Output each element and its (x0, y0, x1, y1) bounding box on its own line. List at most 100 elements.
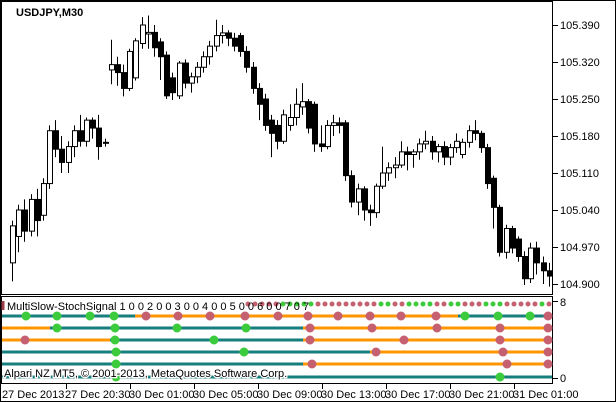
candle (115, 64, 121, 74)
trend-dot (336, 301, 342, 307)
candle (257, 87, 263, 105)
candle (362, 188, 368, 211)
trend-dot (476, 301, 482, 307)
time-tick-label: 30 Dec 01:00 (129, 389, 194, 401)
candle (393, 164, 399, 169)
candle (479, 132, 485, 149)
candle (41, 183, 47, 216)
candle (78, 130, 84, 142)
signal-dot-red (173, 311, 183, 321)
candle (436, 146, 442, 153)
signal-dot-red (543, 359, 553, 369)
candle (399, 151, 405, 166)
candle (349, 175, 355, 203)
time-tick-label: 30 Dec 21:00 (449, 389, 514, 401)
candle (232, 37, 238, 47)
signal-dot-red (396, 311, 406, 321)
candle (522, 256, 528, 280)
symbol-title: USDJPY,M30 (16, 7, 83, 19)
signal-dot-red (543, 323, 553, 333)
candle (66, 146, 72, 163)
candle (534, 247, 540, 264)
candle (319, 143, 325, 148)
trend-dot (518, 301, 524, 307)
price-tick-label: 105.110 (560, 168, 599, 180)
time-tick-label: 27 Dec 20:30 (65, 389, 130, 401)
signal-dot-red (367, 323, 377, 333)
candle (275, 124, 281, 142)
signal-dot-green (495, 372, 505, 382)
candle (460, 141, 466, 155)
signal-dot-red (141, 311, 151, 321)
signal-dot-green (85, 311, 95, 321)
indicator-grip-icon[interactable] (1, 301, 5, 310)
signal-dot-green (460, 311, 470, 321)
trend-dot (525, 301, 531, 307)
candle (485, 147, 491, 185)
candle (84, 119, 90, 142)
candle (473, 130, 479, 134)
candle (10, 225, 16, 264)
signal-dot-red (305, 335, 315, 345)
trend-dot (301, 301, 307, 307)
candle (380, 172, 386, 187)
candle (109, 64, 115, 71)
signal-dot-green (52, 323, 62, 333)
signal-dot-green (493, 311, 503, 321)
candle (504, 228, 510, 253)
price-tick-label: 105.040 (560, 205, 600, 217)
candle (220, 32, 226, 37)
trend-dot (252, 301, 258, 307)
signal-dot-red (543, 311, 553, 321)
signal-dot-red (365, 311, 375, 321)
signal-dot-green (109, 311, 119, 321)
candle (331, 122, 337, 126)
trend-dot (266, 301, 272, 307)
candle (103, 141, 109, 144)
signal-dot-red (20, 335, 30, 345)
trend-dot (511, 301, 517, 307)
candle (528, 247, 534, 280)
candle (497, 206, 503, 253)
trend-dot (427, 301, 433, 307)
signal-dot-red (303, 311, 313, 321)
signal-dot-green (209, 335, 219, 345)
indicator-series (2, 301, 553, 382)
trend-dot (357, 301, 363, 307)
candle (244, 50, 250, 68)
candle (405, 151, 411, 156)
time-tick-label: 31 Dec 01:00 (513, 389, 578, 401)
signal-dot-red (495, 335, 505, 345)
signal-dot-red (273, 311, 283, 321)
candle (90, 119, 96, 129)
signal-dot-red (498, 347, 508, 357)
time-tick-label: 30 Dec 17:00 (385, 389, 450, 401)
candle (22, 209, 28, 232)
candle (146, 31, 152, 35)
candle (337, 122, 343, 126)
candle (263, 98, 269, 126)
candle (170, 77, 176, 94)
candle (294, 103, 300, 118)
price-tick-label: 104.970 (560, 242, 600, 254)
trend-dot (490, 301, 496, 307)
candle (96, 127, 102, 148)
signal-dot-red (431, 311, 441, 321)
signal-dot-green (110, 323, 120, 333)
time-tick-label: 30 Dec 13:00 (321, 389, 386, 401)
signal-dot-red (240, 311, 250, 321)
trend-dot (504, 301, 510, 307)
price-axis[interactable]: 105.390 105.320 105.250 105.180 105.110 105.0… (552, 20, 600, 291)
signal-dot-green (525, 311, 535, 321)
trend-dot (385, 301, 391, 307)
trend-dot (245, 301, 251, 307)
candle (442, 146, 448, 158)
trend-dot (287, 301, 293, 307)
indicator-scale-bottom: 0 (560, 373, 566, 385)
price-tick-label: 105.180 (560, 131, 600, 143)
trend-dot (378, 301, 384, 307)
candle (368, 209, 374, 214)
